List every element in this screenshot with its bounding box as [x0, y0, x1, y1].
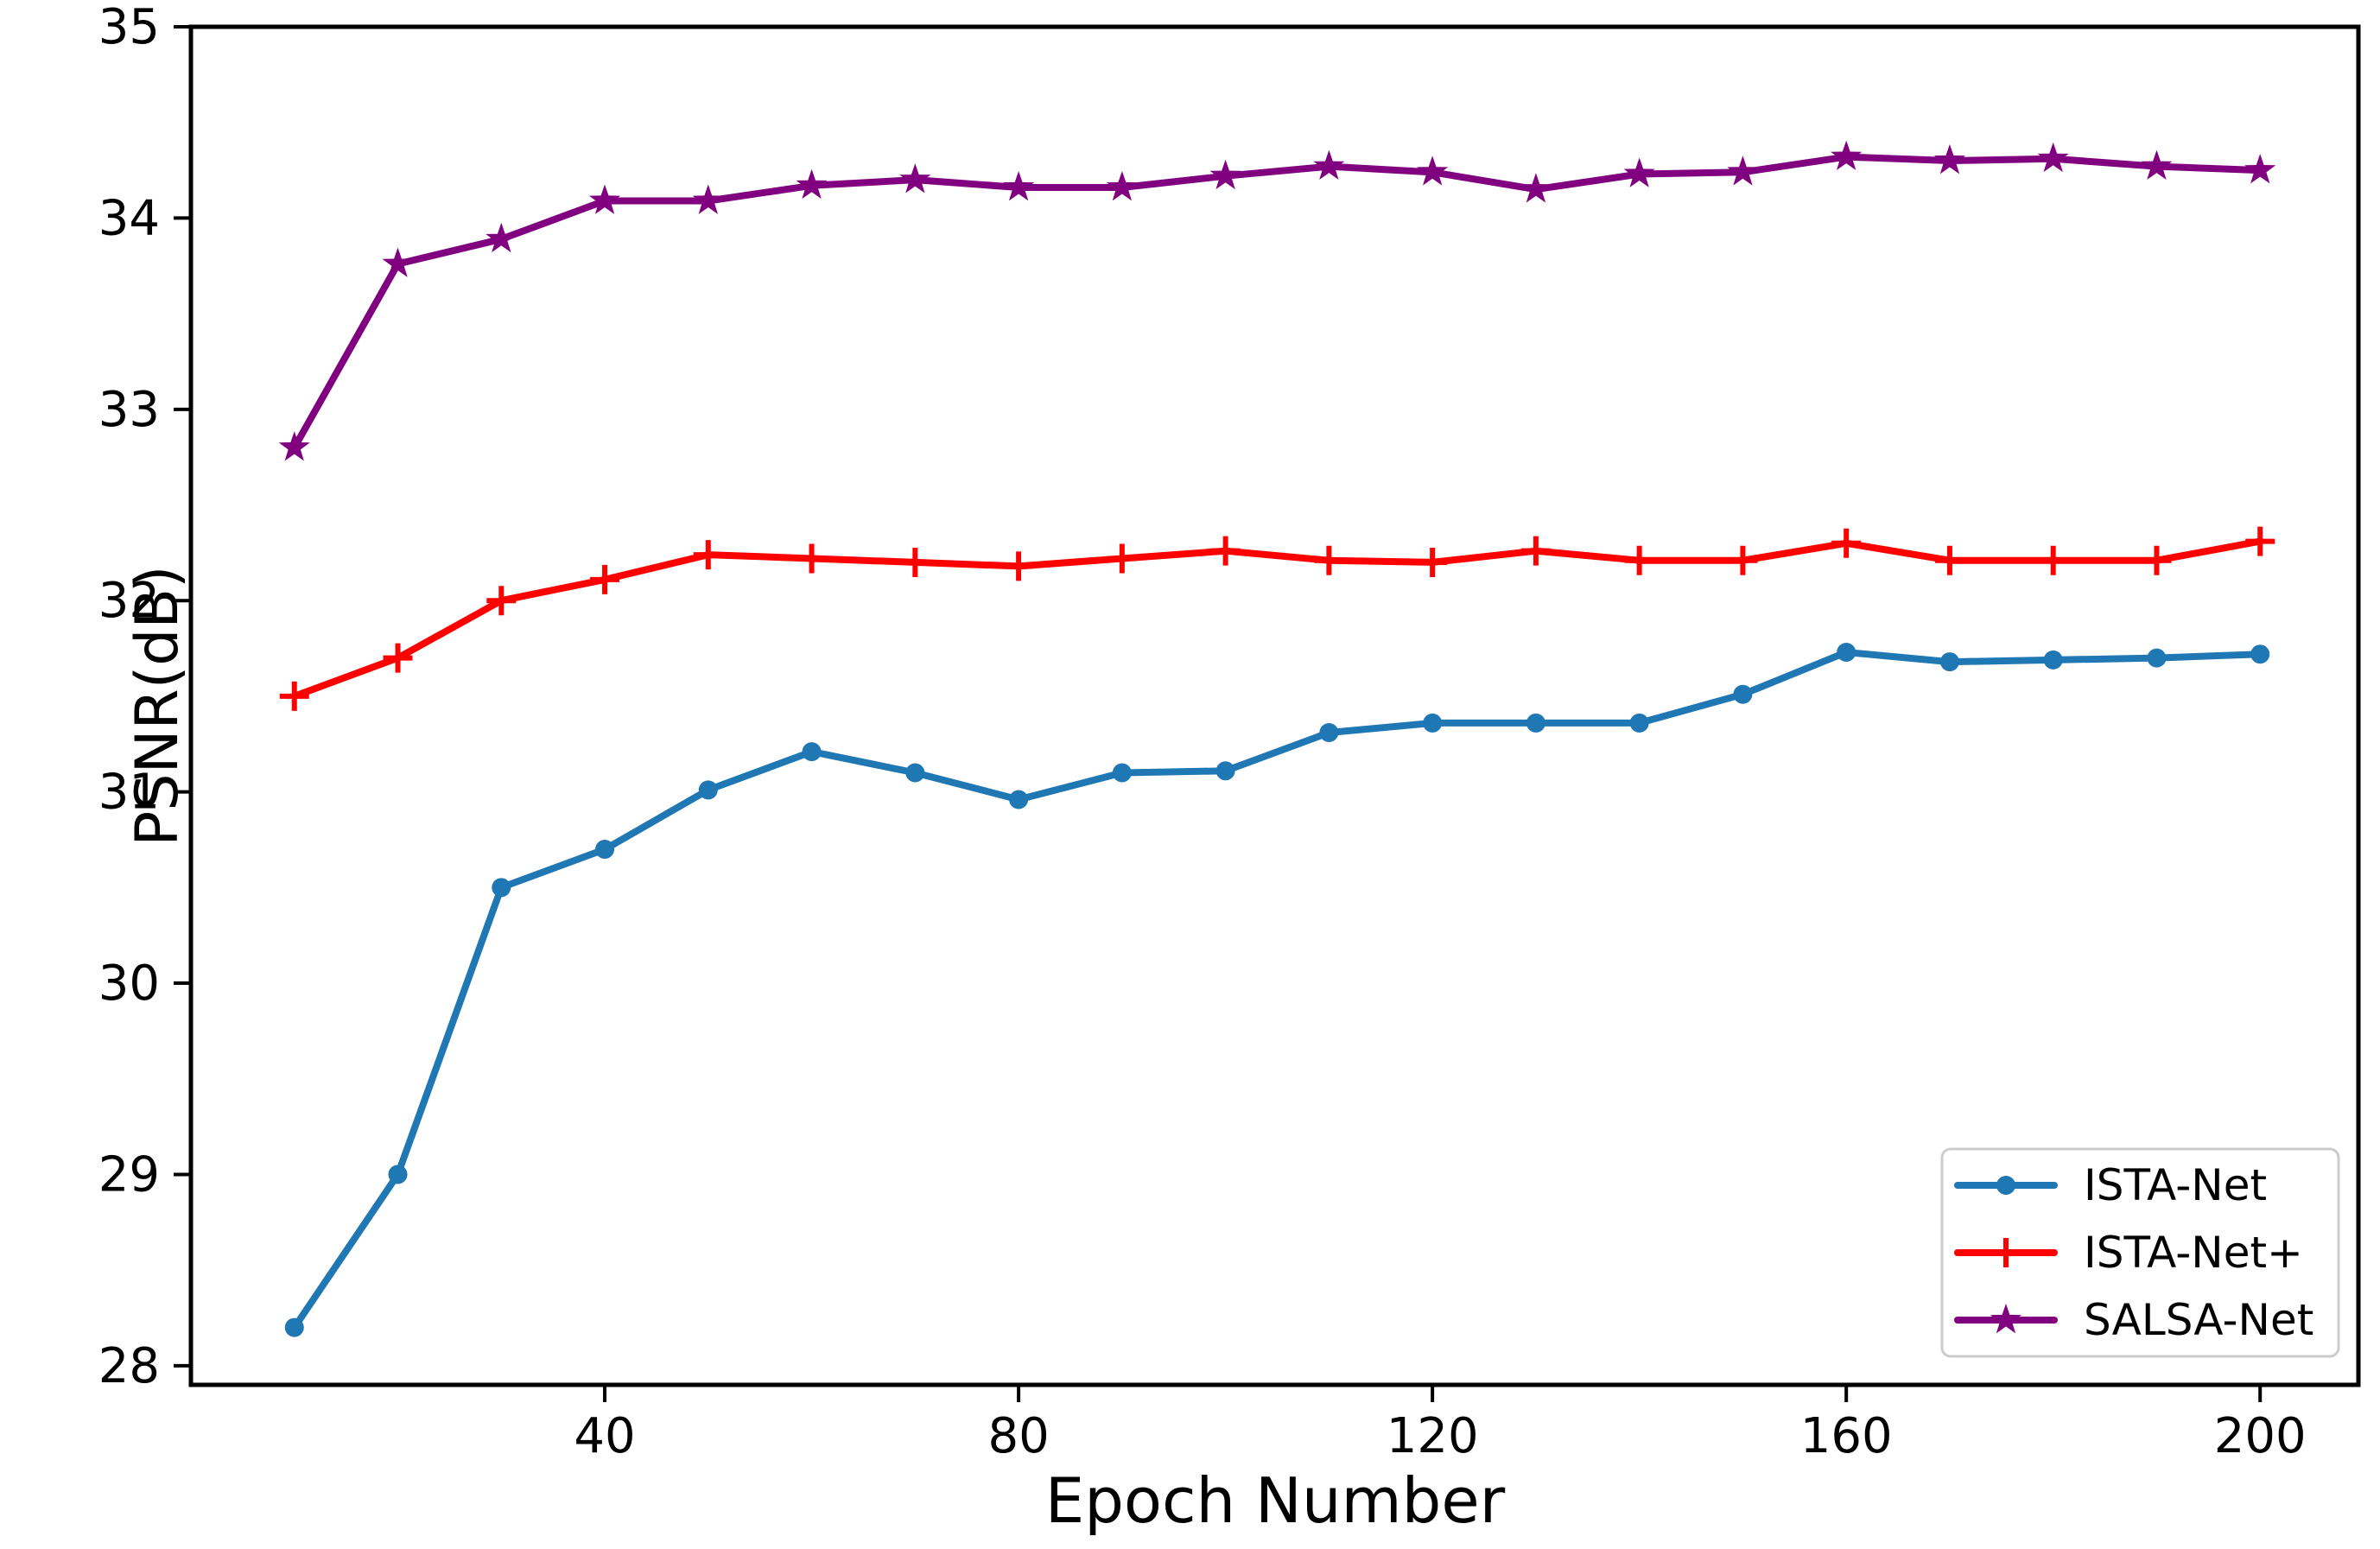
legend-label: ISTA-Net+	[2084, 1228, 2303, 1278]
plus-marker	[1210, 536, 1241, 566]
circle-marker	[1215, 761, 1235, 781]
star-marker	[1209, 159, 1241, 190]
circle-marker	[2250, 644, 2270, 664]
x-tick-label: 120	[1387, 1408, 1479, 1464]
legend-label: SALSA-Net	[2084, 1295, 2313, 1345]
x-tick-label: 40	[574, 1408, 635, 1464]
circle-marker	[595, 840, 615, 860]
circle-marker	[802, 742, 822, 762]
plus-marker	[1107, 543, 1137, 574]
star-marker	[1933, 144, 1965, 175]
circle-marker	[284, 1317, 304, 1337]
y-axis-label: PSNR(dB)	[124, 565, 193, 847]
y-axis: 28 29 30 31 32 33 34 35	[98, 0, 191, 1394]
plus-marker	[1991, 1238, 2021, 1267]
y-tick-label: 35	[98, 0, 160, 55]
plus-marker	[279, 681, 309, 711]
star-marker	[1520, 173, 1552, 203]
x-axis-label: Epoch Number	[1044, 1464, 1506, 1537]
star-marker	[692, 184, 724, 214]
plus-marker	[1728, 545, 1758, 575]
plus-marker	[383, 643, 413, 673]
legend-item-ista-net: ISTA-Net	[1954, 1160, 2267, 1210]
circle-marker	[1009, 790, 1029, 809]
series-line	[290, 537, 2264, 700]
circle-marker	[1526, 713, 1545, 733]
star-marker	[899, 163, 931, 194]
plus-marker	[2142, 545, 2172, 575]
x-axis: 40 80 120 160 200	[574, 1385, 2307, 1464]
circle-marker	[388, 1165, 408, 1184]
star-marker	[589, 184, 621, 214]
plus-marker	[900, 547, 930, 577]
y-tick-label: 28	[98, 1338, 160, 1394]
plus-marker	[590, 564, 620, 594]
circle-marker	[1112, 763, 1132, 783]
legend-item-salsa-net: SALSA-Net	[1954, 1295, 2313, 1345]
plus-marker	[1624, 545, 1654, 575]
star-marker	[382, 247, 414, 277]
circle-marker	[1996, 1176, 2015, 1195]
y-tick-label: 34	[98, 190, 160, 246]
plus-marker	[1314, 545, 1344, 575]
plus-marker	[1520, 536, 1551, 566]
series-salsa-net	[278, 140, 2276, 461]
star-marker	[486, 222, 517, 253]
star-marker	[1831, 140, 1863, 170]
circle-marker	[1423, 713, 1443, 733]
plus-marker	[797, 543, 827, 574]
circle-marker	[492, 878, 511, 898]
star-marker	[1003, 171, 1035, 201]
plus-marker	[1004, 551, 1034, 581]
star-marker	[2244, 154, 2276, 184]
circle-marker	[1629, 713, 1649, 733]
star-marker	[1106, 171, 1138, 201]
legend-label: ISTA-Net	[2084, 1160, 2267, 1210]
circle-marker	[1319, 722, 1339, 742]
circle-marker	[905, 763, 925, 783]
x-tick-label: 160	[1800, 1408, 1893, 1464]
legend-box	[1940, 1147, 2340, 1358]
plus-marker	[693, 540, 723, 570]
star-marker	[1623, 157, 1655, 187]
y-tick-label: 30	[98, 955, 160, 1012]
star-marker	[2037, 142, 2069, 173]
circle-marker	[2043, 650, 2063, 670]
x-tick-label: 80	[987, 1408, 1049, 1464]
circle-marker	[1837, 643, 1856, 663]
star-marker	[1417, 156, 1449, 186]
star-marker	[796, 168, 828, 200]
star-marker	[2141, 149, 2173, 180]
star-marker	[1313, 149, 1345, 180]
series-line	[290, 153, 2264, 452]
plus-marker	[1934, 545, 1964, 575]
plus-marker	[2245, 526, 2275, 556]
x-tick-label: 200	[2214, 1408, 2307, 1464]
y-tick-label: 29	[98, 1146, 160, 1203]
series-ista-net	[284, 643, 2270, 1337]
circle-marker	[1733, 684, 1753, 704]
y-tick-label: 33	[98, 382, 160, 438]
circle-marker	[2147, 648, 2167, 668]
legend-item-ista-net-: ISTA-Net+	[1954, 1228, 2303, 1278]
star-marker	[278, 431, 310, 461]
plus-marker	[1418, 547, 1448, 577]
circle-marker	[1939, 652, 1959, 672]
circle-marker	[698, 780, 718, 800]
y-tick-label: 32	[98, 573, 160, 629]
series-ista-net-	[279, 526, 2275, 711]
plus-marker	[1831, 528, 1862, 558]
y-tick-label: 31	[98, 765, 160, 821]
legend: ISTA-Net ISTA-Net+ SALSA-Net	[1940, 1147, 2340, 1358]
series-line	[290, 649, 2264, 1331]
star-marker	[1990, 1304, 2022, 1334]
axes-frame	[188, 24, 2361, 1387]
star-marker	[1727, 156, 1759, 186]
plus-marker	[486, 586, 517, 616]
plus-marker	[2038, 545, 2068, 575]
